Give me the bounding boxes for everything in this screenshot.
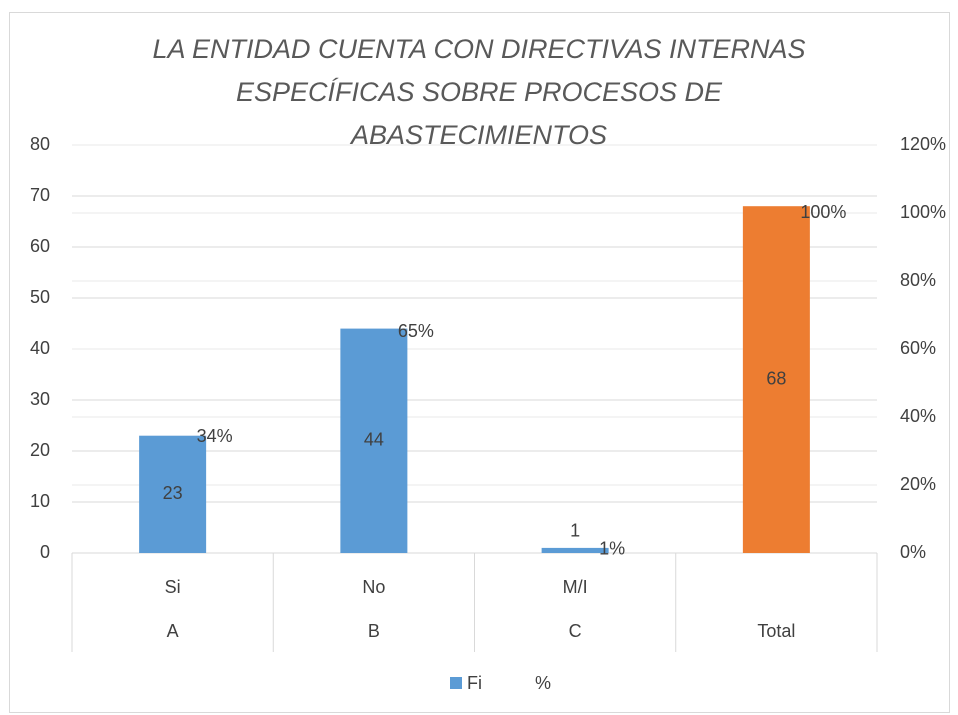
x-tick-label: No bbox=[362, 577, 385, 597]
data-label: 68 bbox=[766, 368, 786, 388]
x-group-label: A bbox=[167, 621, 179, 641]
y-tick-label: 50 bbox=[30, 287, 50, 307]
legend-label: Fi bbox=[467, 673, 482, 693]
x-group-label: C bbox=[569, 621, 582, 641]
data-label: 1 bbox=[570, 521, 580, 541]
legend-label: % bbox=[535, 673, 551, 693]
data-label: 65% bbox=[398, 321, 434, 341]
x-group-label: Total bbox=[757, 621, 795, 641]
y2-tick-label: 80% bbox=[900, 270, 936, 290]
y-tick-label: 60 bbox=[30, 236, 50, 256]
bar bbox=[742, 206, 810, 553]
y2-tick-label: 20% bbox=[900, 474, 936, 494]
y2-tick-label: 60% bbox=[900, 338, 936, 358]
y-tick-label: 30 bbox=[30, 389, 50, 409]
bar bbox=[340, 328, 408, 553]
y-tick-label: 40 bbox=[30, 338, 50, 358]
x-group-label: B bbox=[368, 621, 380, 641]
bar bbox=[139, 435, 207, 553]
legend-swatch bbox=[450, 677, 462, 689]
x-tick-label: M/I bbox=[563, 577, 588, 597]
y2-tick-label: 40% bbox=[900, 406, 936, 426]
y-tick-label: 10 bbox=[30, 491, 50, 511]
y-tick-label: 70 bbox=[30, 185, 50, 205]
data-label: 1% bbox=[599, 538, 625, 558]
data-label: 100% bbox=[800, 202, 846, 222]
bar bbox=[541, 547, 609, 553]
y2-tick-label: 0% bbox=[900, 542, 926, 562]
y2-tick-label: 100% bbox=[900, 202, 946, 222]
x-tick-label: Si bbox=[165, 577, 181, 597]
y-tick-label: 20 bbox=[30, 440, 50, 460]
chart-title: LA ENTIDAD CUENTA CON DIRECTIVAS INTERNA… bbox=[152, 34, 806, 150]
data-label: 34% bbox=[197, 426, 233, 446]
data-label: 44 bbox=[364, 430, 384, 450]
y-tick-label: 80 bbox=[30, 134, 50, 154]
y-tick-label: 0 bbox=[40, 542, 50, 562]
y2-tick-label: 120% bbox=[900, 134, 946, 154]
chart-border bbox=[9, 12, 950, 713]
data-label: 23 bbox=[163, 483, 183, 503]
